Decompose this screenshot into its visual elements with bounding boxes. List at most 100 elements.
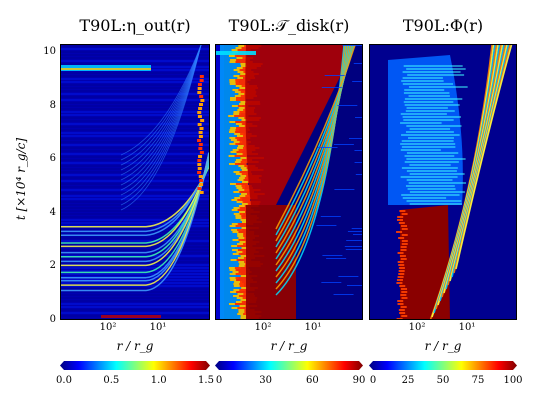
heatmap-cell: [239, 207, 251, 209]
heatmap-cell: [220, 309, 239, 311]
heatmap-cell: [220, 131, 229, 133]
heatmap-cell: [230, 279, 237, 281]
heatmap-cell: [342, 45, 362, 46]
heatmap-cell: [408, 86, 468, 88]
heatmap-cell: [220, 149, 233, 151]
heatmap-cell: [220, 313, 238, 315]
heatmap-cell: [220, 121, 230, 123]
heatmap-cell: [405, 131, 454, 133]
heatmap-cell: [355, 174, 362, 175]
heatmap-cell: [220, 143, 230, 145]
heatmap-cell: [220, 315, 241, 317]
heatmap-cell: [235, 85, 248, 87]
heatmap-cell: [220, 271, 233, 273]
heatmap-cell: [241, 185, 252, 187]
heatmap-cell: [403, 65, 463, 67]
heatmap-cell: [406, 158, 466, 160]
heatmap-cell: [61, 111, 209, 113]
heatmap-cell: [238, 117, 249, 119]
heatmap-cell: [220, 57, 237, 59]
heatmap-cell: [61, 162, 209, 164]
heatmap-cell: [61, 306, 209, 308]
heatmap-cell: [407, 74, 465, 76]
heatmap-streak: [120, 45, 202, 176]
heatmap-cell: [401, 225, 408, 227]
heatmap-cell: [220, 251, 237, 253]
heatmap-cell: [398, 267, 405, 269]
heatmap-cell: [61, 258, 209, 260]
heatmap-cell: [234, 163, 247, 165]
heatmap-cell: [401, 291, 408, 293]
heatmap-cell: [220, 289, 234, 291]
heatmap-cell: [199, 75, 204, 78]
heatmap-cell: [61, 243, 209, 245]
x-tick-label: 10²: [254, 322, 272, 333]
heatmap-cell: [197, 87, 202, 90]
heatmap-cell: [61, 126, 209, 128]
heatmap-cell: [237, 209, 254, 211]
heatmap-cell: [220, 199, 232, 201]
heatmap-cell: [197, 115, 202, 118]
heatmap-streak: [120, 45, 202, 171]
panel-3-xlabel: r / r_g: [424, 339, 462, 353]
heatmap-cell: [61, 144, 209, 146]
heatmap-cell: [240, 193, 247, 195]
heatmap-cell: [220, 157, 241, 159]
heatmap-cell: [220, 267, 229, 269]
heatmap-cell: [399, 210, 406, 212]
heatmap-cell: [220, 87, 240, 89]
heatmap-cell: [241, 159, 253, 161]
heatmap-cell: [220, 307, 232, 309]
heatmap-cell: [237, 71, 250, 73]
heatmap-cell: [234, 55, 248, 57]
heatmap-cell: [61, 135, 209, 137]
heatmap-cell: [220, 235, 238, 237]
heatmap-cell: [220, 249, 232, 251]
heatmap-cell: [61, 267, 209, 269]
heatmap-cell: [220, 171, 234, 173]
heatmap-cell: [230, 97, 241, 99]
heatmap-cell: [402, 77, 443, 79]
heatmap-cell: [61, 225, 209, 227]
heatmap-cell: [240, 157, 249, 159]
heatmap-cell: [220, 63, 241, 65]
heatmap-cell: [220, 151, 231, 153]
heatmap-cell: [238, 265, 251, 267]
heatmap-cell: [220, 99, 230, 101]
heatmap-cell: [237, 257, 250, 259]
heatmap-cell: [352, 81, 362, 82]
heatmap-cell: [220, 67, 237, 69]
heatmap-cell: [239, 87, 248, 89]
heatmap-cell: [61, 93, 209, 95]
heatmap-cell: [229, 121, 236, 123]
heatmap-cell: [220, 239, 233, 241]
heatmap-cell: [241, 173, 253, 175]
heatmap-cell: [220, 109, 238, 111]
heatmap-cell: [239, 283, 251, 285]
heatmap-cell: [229, 143, 239, 145]
colorbar-tick-label: 90: [352, 375, 366, 386]
heatmap-cell: [229, 225, 241, 227]
heatmap-cell: [398, 270, 405, 272]
heatmap-cell: [404, 155, 455, 157]
heatmap-cell: [61, 150, 209, 152]
heatmap-cell: [239, 305, 249, 307]
heatmap-cell: [235, 273, 250, 275]
heatmap-cell: [61, 282, 209, 284]
heatmap-cell: [231, 105, 243, 107]
heatmap-cell: [324, 75, 345, 76]
heatmap-cell: [234, 133, 244, 135]
heatmap-cell: [61, 174, 209, 176]
heatmap-streak: [120, 45, 202, 156]
heatmap-cell: [220, 195, 240, 197]
heatmap-cell: [401, 134, 460, 136]
heatmap-cell: [232, 89, 242, 91]
heatmap-cell: [239, 211, 246, 213]
heatmap-cell: [220, 65, 241, 67]
heatmap-cell: [240, 167, 247, 169]
heatmap-cell: [229, 61, 236, 63]
heatmap-cell: [397, 216, 404, 218]
colorbar-tick-label: 75: [471, 375, 485, 386]
heatmap-cell: [220, 255, 241, 257]
heatmap-cell: [229, 273, 242, 275]
